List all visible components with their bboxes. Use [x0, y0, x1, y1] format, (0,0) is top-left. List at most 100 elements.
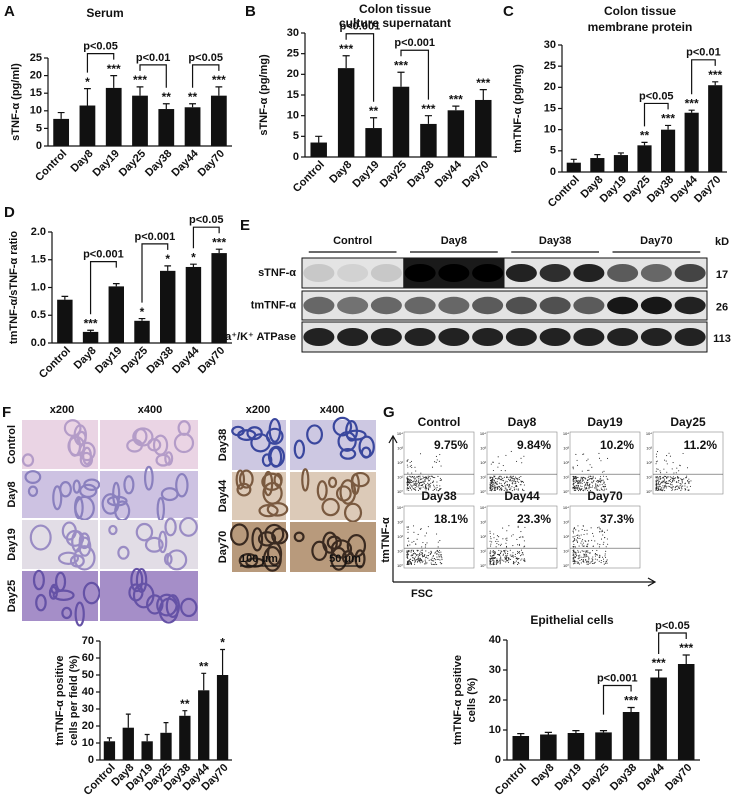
flow-dot	[662, 482, 664, 484]
flow-dot	[433, 486, 435, 488]
flow-dot	[659, 478, 661, 480]
flow-dot	[606, 560, 608, 562]
error-bar	[163, 722, 169, 733]
flow-dot	[489, 551, 491, 553]
flow-dot	[655, 489, 657, 492]
flow-dot	[592, 558, 594, 561]
flow-dot	[432, 555, 435, 557]
flow-dot	[407, 537, 409, 539]
error-bar	[189, 103, 196, 108]
flow-dot	[499, 552, 501, 555]
flow-dot	[680, 479, 683, 481]
flow-dot	[518, 544, 520, 546]
flow-dot	[501, 489, 503, 491]
histology-texture	[350, 471, 370, 488]
flow-dot	[670, 486, 672, 488]
flow-dot	[489, 563, 491, 565]
flow-dot	[489, 482, 492, 484]
flow-dot	[436, 553, 438, 555]
flow-dot	[418, 486, 420, 488]
flow-dot	[600, 489, 603, 491]
flow-dot	[588, 479, 590, 481]
chart-title: Colon tissue	[604, 4, 676, 18]
flow-dot	[600, 480, 602, 482]
flow-dot	[576, 555, 578, 557]
histology-texture	[230, 523, 249, 546]
flow-dot	[581, 482, 583, 485]
bar	[184, 107, 201, 146]
flow-dot	[669, 480, 671, 483]
flow-dot	[657, 482, 659, 484]
flow-dot	[434, 461, 436, 463]
flow-dot	[425, 556, 428, 558]
flow-dot	[588, 469, 590, 471]
row-label: Day19	[6, 528, 18, 560]
flow-dot	[434, 563, 436, 565]
flow-dot	[435, 455, 437, 458]
flow-dot	[658, 489, 660, 491]
flow-dot	[494, 487, 496, 490]
flow-dot	[426, 554, 428, 557]
histology-texture	[330, 539, 353, 559]
blot-band	[607, 328, 639, 346]
flow-dot	[428, 487, 430, 489]
flow-dot	[497, 477, 499, 479]
flow-dot	[676, 488, 678, 490]
y-tick-label: 10	[30, 105, 42, 117]
flow-dot	[572, 552, 574, 554]
flow-tick-label: 10⁰	[646, 489, 652, 494]
flow-dot	[595, 484, 597, 486]
y-tick-label: 15	[287, 89, 299, 101]
flow-dot	[587, 458, 589, 460]
flow-dot	[433, 560, 435, 562]
blot-band	[573, 328, 605, 346]
flow-dot	[416, 479, 418, 481]
histology-texture	[321, 497, 340, 517]
flow-dot	[577, 534, 579, 536]
flow-dot	[505, 556, 507, 558]
y-tick-label: 10	[489, 724, 501, 736]
flow-dot	[577, 537, 579, 539]
flow-dot	[659, 477, 661, 479]
blot-band	[539, 328, 571, 346]
flow-dot	[491, 541, 493, 543]
flow-dot	[686, 475, 688, 477]
flow-dot	[430, 482, 432, 484]
flow-dot	[605, 550, 607, 552]
scale-bar-label: 100 μm	[240, 553, 278, 565]
histology-texture	[143, 465, 154, 491]
flow-dot	[427, 555, 430, 557]
flow-dot	[674, 489, 676, 491]
histology-texture	[27, 485, 39, 497]
flow-dot	[584, 483, 587, 485]
flow-title: Day25	[670, 415, 706, 429]
flow-dot	[585, 561, 587, 563]
flow-dot	[680, 483, 682, 485]
flow-dot	[595, 487, 597, 489]
flow-dot	[576, 487, 578, 489]
flow-dot	[660, 482, 662, 484]
flow-dot	[509, 478, 511, 480]
flow-dot	[517, 561, 519, 564]
flow-dot	[523, 484, 525, 486]
bar	[134, 320, 150, 343]
flow-dot	[409, 561, 411, 563]
flow-dot	[590, 527, 592, 529]
flow-dot	[661, 487, 663, 489]
flow-dot	[679, 464, 681, 466]
flow-dot	[500, 543, 502, 545]
histology-texture	[164, 451, 174, 466]
row-label: Control	[6, 425, 18, 464]
flow-dot	[672, 462, 674, 464]
flow-dot	[666, 455, 668, 457]
histology-texture	[79, 451, 94, 468]
flow-percent: 23.3%	[517, 512, 551, 526]
blot-band	[674, 264, 706, 282]
flow-dot	[499, 485, 501, 488]
flow-dot	[591, 558, 593, 560]
flow-dot	[511, 535, 513, 537]
flow-dot	[524, 526, 526, 528]
flow-dot	[606, 559, 608, 561]
column-header: x400	[138, 404, 162, 416]
flow-dot	[408, 560, 410, 562]
